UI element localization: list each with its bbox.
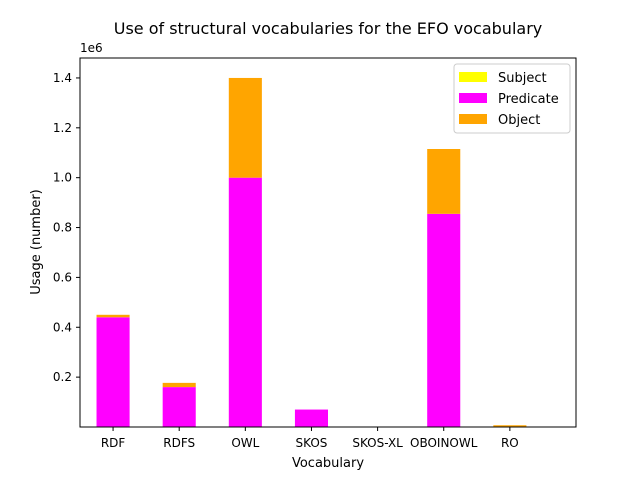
bar-predicate-owl: [228, 177, 262, 427]
y-tick-label: 1.2: [53, 121, 72, 135]
y-axis: 0.2 0.4 0.6 0.8 1.0 1.2 1.4: [53, 71, 80, 384]
x-tick-label: OWL: [231, 436, 259, 450]
x-axis: RDF RDFS OWL SKOS SKOS-XL OBOINOWL RO: [101, 427, 519, 450]
y-scale-label: 1e6: [80, 41, 103, 55]
y-tick-label: 1.4: [53, 71, 72, 85]
x-tick-label: SKOS: [296, 436, 328, 450]
legend: Subject Predicate Object: [453, 63, 571, 134]
x-axis-label: Vocabulary: [292, 456, 364, 471]
bars-group: [96, 77, 527, 427]
y-axis-label: Usage (number): [29, 189, 44, 295]
bar-object-oboinowl: [427, 149, 461, 214]
bar-predicate-rdfs: [162, 387, 196, 427]
x-tick-label: OBOINOWL: [410, 436, 478, 450]
y-tick-label: 0.2: [53, 370, 72, 384]
legend-label-predicate: Predicate: [498, 92, 559, 107]
x-tick-label: RO: [501, 436, 519, 450]
x-tick-label: RDF: [101, 436, 126, 450]
y-tick-label: 0.8: [53, 221, 72, 235]
x-tick-label: RDFS: [163, 436, 195, 450]
y-tick-label: 0.6: [53, 270, 72, 284]
legend-swatch-subject: [459, 72, 487, 82]
legend-label-object: Object: [498, 113, 540, 128]
bar-object-rdfs: [162, 382, 196, 388]
bar-predicate-skos: [294, 409, 328, 427]
bar-object-ro: [493, 425, 527, 427]
legend-swatch-predicate: [459, 93, 487, 103]
bar-object-rdf: [96, 314, 130, 318]
chart-title: Use of structural vocabularies for the E…: [114, 19, 543, 38]
bar-predicate-oboinowl: [427, 213, 461, 427]
bar-object-owl: [228, 77, 262, 178]
plot-frame: [79, 57, 577, 428]
legend-label-subject: Subject: [498, 71, 547, 86]
y-tick-label: 1.0: [53, 171, 72, 185]
bar-predicate-rdf: [96, 317, 130, 427]
x-tick-label: SKOS-XL: [352, 436, 403, 450]
y-tick-label: 0.4: [53, 320, 72, 334]
legend-swatch-object: [459, 114, 487, 124]
